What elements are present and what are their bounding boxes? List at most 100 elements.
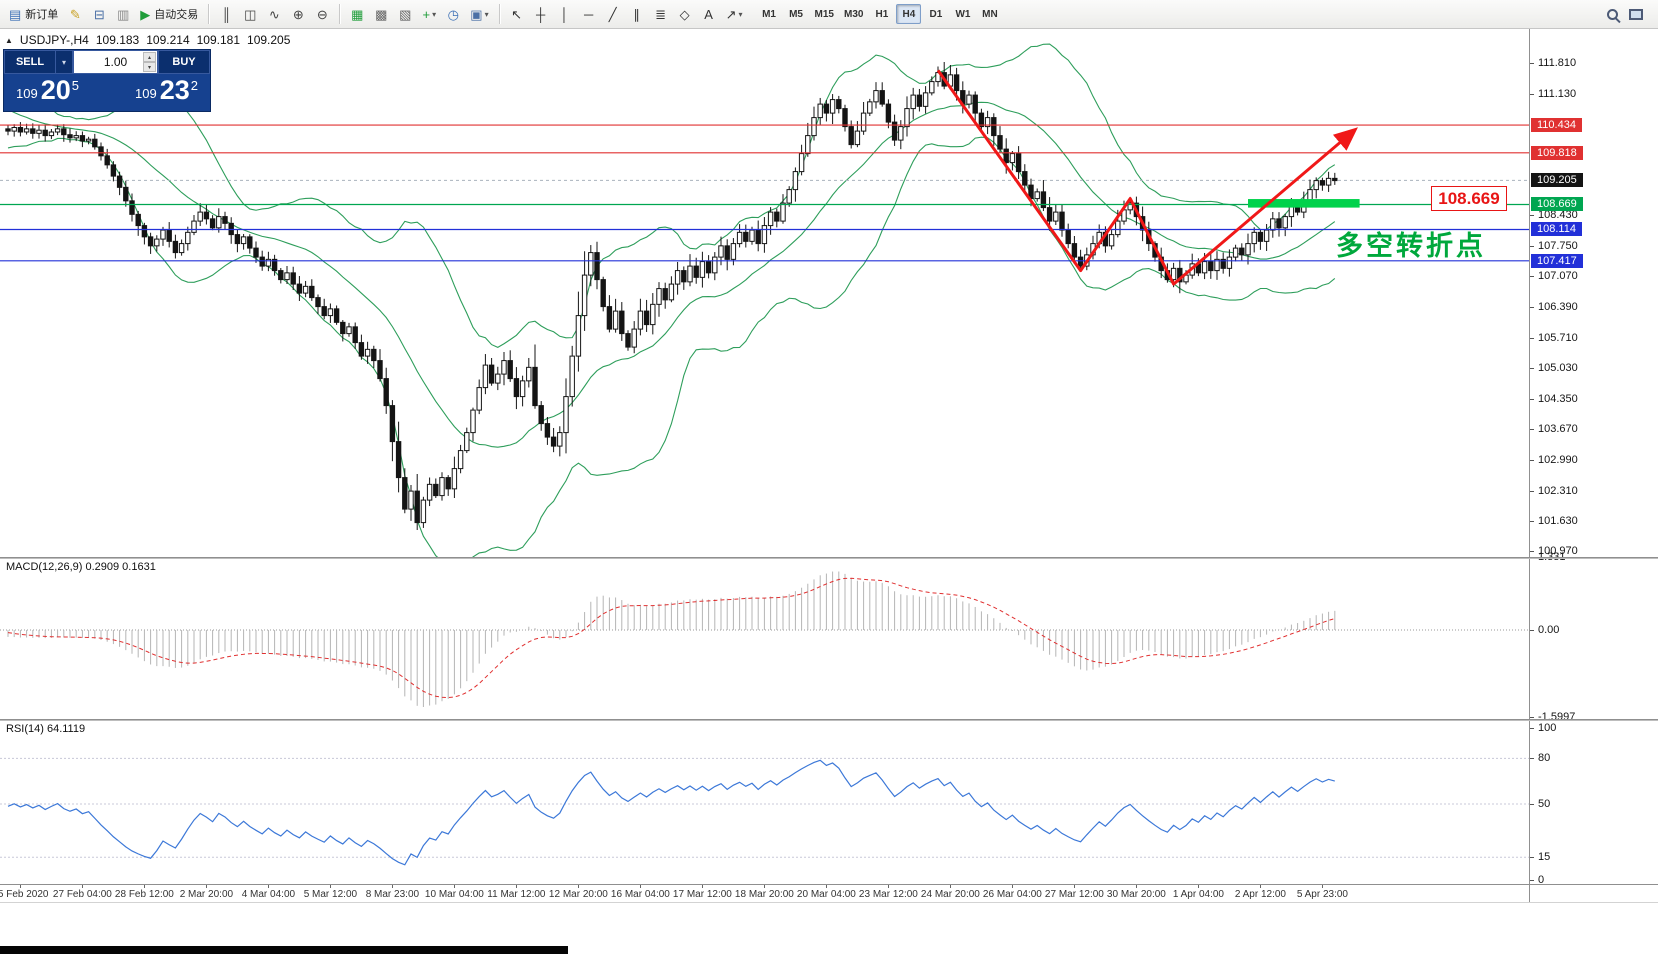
panel-splitter-macd-rsi[interactable]	[0, 719, 1658, 721]
zoom-in-button[interactable]: ⊕	[287, 3, 309, 25]
periods-button[interactable]: ◷	[442, 3, 464, 25]
time-label: 27 Mar 12:00	[1044, 889, 1104, 900]
line-chart-button[interactable]: ∿	[263, 3, 285, 25]
scale-tick: 103.670	[1538, 423, 1578, 436]
autotrading-button[interactable]: ▶ 自动交易	[136, 3, 202, 25]
search-button[interactable]	[1601, 3, 1623, 25]
scale-tick-mark	[1530, 630, 1534, 631]
time-tick-mark	[1260, 885, 1262, 888]
buy-button[interactable]: BUY	[158, 50, 210, 74]
arrows-button[interactable]: ↗ ▾	[722, 3, 747, 25]
fibonacci-button[interactable]: ≣	[650, 3, 672, 25]
trendline-button[interactable]: ╱	[602, 3, 624, 25]
chart-annotation-text[interactable]: 多空转折点	[1336, 231, 1486, 261]
preview-icon: ▥	[117, 6, 130, 22]
toolbar-separator	[339, 4, 341, 24]
preview-button[interactable]: ▥	[112, 3, 134, 25]
window-layout-button[interactable]	[1625, 3, 1647, 25]
macd-indicator-label: MACD(12,26,9) 0.2909 0.1631	[6, 561, 156, 573]
time-label: 20 Mar 04:00	[796, 889, 856, 900]
panel-splitter-main-macd[interactable]	[0, 557, 1658, 559]
axis-bottom-border	[0, 902, 1658, 903]
time-tick-mark	[392, 885, 394, 888]
print-button[interactable]: ⊟	[88, 3, 110, 25]
time-label: 30 Mar 20:00	[1106, 889, 1166, 900]
scale-tick: 111.810	[1538, 57, 1577, 70]
cascade-windows-button[interactable]: ▩	[370, 3, 392, 25]
spinner-down-icon[interactable]: ▾	[143, 62, 156, 72]
template-icon: ▣	[470, 6, 483, 22]
price-callout-label[interactable]: 108.669	[1431, 186, 1507, 211]
high-value: 109.214	[146, 33, 190, 47]
timeframe-w1-button[interactable]: W1	[955, 8, 971, 20]
price-scale[interactable]: 111.810 111.130 108.430 107.750 107.070 106.3…	[1529, 29, 1658, 902]
sell-price-big: 20	[40, 75, 71, 105]
bar-chart-button[interactable]: ║	[215, 3, 237, 25]
new-order-button[interactable]: ▤ 新订单	[5, 3, 62, 25]
scale-tick: 15	[1538, 851, 1551, 864]
scale-tick-mark	[1530, 880, 1534, 881]
template-button[interactable]: ▣ ▾	[466, 3, 492, 25]
time-tick-mark	[578, 885, 580, 888]
time-tick-mark	[20, 885, 22, 888]
volume-value: 1.00	[103, 55, 128, 69]
timeframe-m5-button[interactable]: M5	[789, 8, 803, 20]
arrange-icons-button[interactable]: ▧	[394, 3, 416, 25]
candlestick-chart-button[interactable]: ◫	[239, 3, 261, 25]
channel-button[interactable]: ∥	[626, 3, 648, 25]
time-label: 8 Mar 23:00	[365, 889, 420, 900]
scale-tick: 105.030	[1538, 362, 1578, 375]
axis-separator	[0, 884, 1658, 885]
main-chart-plot[interactable]	[0, 29, 1529, 557]
rsi-indicator-label: RSI(14) 64.1119	[6, 723, 86, 735]
add-indicator-icon: +	[422, 6, 431, 22]
sell-button[interactable]: SELL	[4, 50, 56, 74]
zoom-in-icon: ⊕	[292, 6, 304, 22]
order-type-dropdown[interactable]: ▾	[56, 50, 73, 74]
time-label: 10 Mar 04:00	[424, 889, 484, 900]
collapse-triangle-icon[interactable]: ▲	[5, 35, 13, 45]
time-label: 5 Apr 23:00	[1296, 889, 1348, 900]
vertical-line-button[interactable]: │	[554, 3, 576, 25]
spinner-up-icon[interactable]: ▴	[143, 52, 156, 62]
crosshair-button[interactable]: ┼	[530, 3, 552, 25]
rsi-panel-plot[interactable]	[0, 721, 1529, 884]
timeframe-h1-button[interactable]: H1	[875, 8, 889, 20]
taskbar-fragment	[0, 946, 568, 954]
scale-tick-mark	[1530, 521, 1534, 523]
zoom-out-button[interactable]: ⊖	[311, 3, 333, 25]
text-icon: A	[704, 6, 713, 22]
scale-tick: 100	[1538, 722, 1557, 734]
scale-tick-mark	[1530, 460, 1534, 462]
add-indicator-button[interactable]: + ▾	[418, 3, 440, 25]
timeframe-d1-button[interactable]: D1	[929, 8, 943, 20]
shapes-button[interactable]: ◇	[674, 3, 696, 25]
scale-tick: 108.430	[1538, 209, 1578, 222]
time-label: 18 Mar 20:00	[734, 889, 794, 900]
shapes-icon: ◇	[679, 6, 690, 22]
close-value: 109.205	[247, 33, 291, 47]
scale-tick: 105.710	[1538, 331, 1578, 344]
timeframe-mn-button[interactable]: MN	[982, 8, 998, 20]
sell-price: 109 20 5	[16, 77, 79, 104]
volume-spinner[interactable]: ▴ ▾	[143, 52, 156, 72]
timeframe-m1-button[interactable]: M1	[762, 8, 776, 20]
scale-tick: 100.970	[1538, 544, 1578, 557]
timeframe-h4-button[interactable]: H4	[896, 4, 922, 24]
time-tick-mark	[1198, 885, 1200, 888]
horizontal-line-button[interactable]: ─	[578, 3, 600, 25]
volume-input[interactable]: 1.00 ▴ ▾	[73, 50, 158, 74]
macd-panel-plot[interactable]	[0, 559, 1529, 719]
timeframe-m30-button[interactable]: M30	[843, 8, 864, 20]
scale-tick: 101.630	[1538, 515, 1578, 528]
cursor-button[interactable]: ↖	[506, 3, 528, 25]
timeframe-m15-button[interactable]: M15	[814, 8, 834, 20]
time-tick-mark	[268, 885, 270, 888]
scale-tick-mark	[1530, 63, 1534, 65]
time-label: 24 Mar 20:00	[920, 889, 980, 900]
metaeditor-button[interactable]: ✎	[64, 3, 86, 25]
tile-windows-button[interactable]: ▦	[346, 3, 368, 25]
text-button[interactable]: A	[698, 3, 720, 25]
time-label: 23 Mar 12:00	[858, 889, 918, 900]
